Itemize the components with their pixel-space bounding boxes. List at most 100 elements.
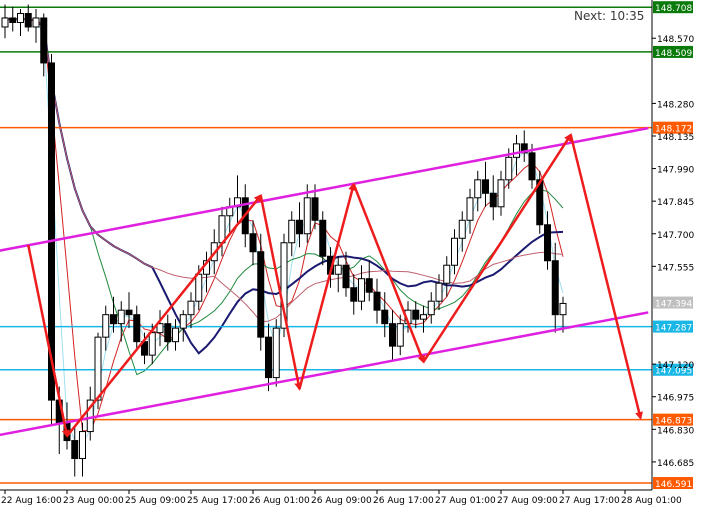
level-price-label: 148.509	[655, 49, 692, 59]
candle	[40, 13, 48, 77]
candle	[458, 211, 466, 252]
candle	[156, 310, 164, 347]
candle	[257, 233, 265, 351]
zigzag-arrow[interactable]	[352, 183, 426, 364]
candle	[443, 256, 451, 297]
candle	[365, 260, 373, 302]
candle	[497, 170, 505, 216]
time-tick-label: 26 Aug 09:00	[311, 496, 372, 506]
price-tick-label: 148.570	[657, 35, 694, 45]
candle	[296, 202, 303, 248]
candle	[102, 305, 110, 351]
candle	[133, 305, 141, 351]
candle	[396, 314, 404, 356]
price-tick-label: 148.135	[657, 133, 694, 143]
candle	[513, 134, 520, 176]
current-price-label: 147.394	[655, 300, 692, 310]
candle	[342, 251, 350, 297]
candle	[265, 323, 272, 392]
candle	[350, 274, 358, 315]
level-price-label: 148.708	[655, 4, 692, 14]
candle	[466, 188, 474, 234]
candle	[164, 314, 172, 351]
candle	[172, 319, 179, 351]
candle	[280, 233, 288, 338]
candle	[9, 6, 17, 32]
time-tick-label: 25 Aug 17:00	[187, 496, 248, 506]
time-axis[interactable]: 22 Aug 16:00 23 Aug 00:00 25 Aug 09:00 25 A…	[1, 490, 682, 506]
candle	[1, 4, 9, 39]
level-price-tag	[653, 363, 693, 376]
candle	[303, 184, 311, 243]
price-axis[interactable]: 148.708 148.509 148.172 147.287 147.095 146.8…	[652, 1, 694, 490]
candle	[389, 310, 396, 360]
candle	[544, 211, 551, 270]
candle	[489, 175, 497, 221]
zigzag-arrow[interactable]	[259, 195, 303, 391]
candle	[272, 319, 280, 387]
bar-timer: Next: 10:35	[574, 9, 644, 23]
level-price-tag	[653, 413, 693, 426]
zigzag-arrow[interactable]	[27, 244, 70, 439]
current-price-tag	[653, 296, 693, 309]
candle	[288, 211, 296, 257]
channel-upper-line[interactable]	[0, 126, 649, 254]
candle	[32, 8, 40, 43]
level-price-label: 148.172	[655, 125, 692, 135]
time-tick-label: 27 Aug 09:00	[497, 496, 558, 506]
zigzag-arrow[interactable]	[66, 193, 263, 437]
time-tick-label: 26 Aug 01:00	[249, 496, 310, 506]
candles	[1, 4, 567, 477]
candle	[381, 292, 389, 338]
time-tick-label: 26 Aug 17:00	[373, 496, 434, 506]
candle	[79, 422, 86, 477]
candle	[420, 305, 427, 333]
candle	[551, 242, 559, 333]
level-price-tag	[653, 45, 693, 58]
candle	[482, 161, 489, 207]
channel-lower-line[interactable]	[0, 311, 649, 438]
candle	[412, 301, 420, 329]
candle	[117, 301, 125, 342]
candle	[334, 256, 342, 293]
time-tick-label: 27 Aug 17:00	[559, 496, 620, 506]
candle	[125, 292, 133, 329]
time-tick-label: 22 Aug 16:00	[1, 496, 62, 506]
time-tick-label: 25 Aug 09:00	[125, 496, 186, 506]
zigzag-arrow[interactable]	[298, 182, 357, 390]
candle	[86, 386, 94, 441]
candle	[559, 296, 567, 333]
level-price-tag	[653, 477, 693, 490]
level-price-tag	[653, 320, 693, 333]
timer-label: Next:	[574, 9, 606, 23]
price-tick-label: 147.120	[657, 361, 694, 371]
price-tick-label: 147.700	[657, 231, 694, 241]
candle	[520, 130, 528, 162]
candle	[71, 427, 79, 477]
zigzag-arrows[interactable]	[27, 133, 643, 439]
price-tick-label: 148.280	[657, 100, 694, 110]
candle	[435, 274, 443, 311]
candle	[427, 292, 435, 324]
level-price-label: 147.095	[655, 367, 692, 377]
level-price-label: 147.287	[655, 324, 692, 334]
candle	[187, 292, 195, 329]
zigzag-arrow[interactable]	[569, 134, 643, 421]
timer-value: 10:35	[609, 9, 645, 23]
price-tick-label: 146.975	[657, 394, 694, 404]
zigzag-arrow[interactable]	[422, 133, 572, 363]
level-price-tag	[653, 121, 693, 134]
time-tick-label: 27 Aug 01:00	[435, 496, 496, 506]
level-price-tag	[653, 1, 693, 14]
candle	[249, 220, 257, 266]
candle	[358, 265, 365, 311]
candle	[17, 8, 24, 36]
trend-channel[interactable]	[0, 126, 649, 438]
candle	[451, 229, 458, 275]
price-tick-label: 147.845	[657, 198, 694, 208]
time-tick-label: 28 Aug 01:00	[621, 496, 682, 506]
price-tick-label: 146.830	[657, 426, 694, 436]
level-price-label: 146.873	[655, 417, 692, 427]
price-tick-label: 147.990	[657, 166, 694, 176]
